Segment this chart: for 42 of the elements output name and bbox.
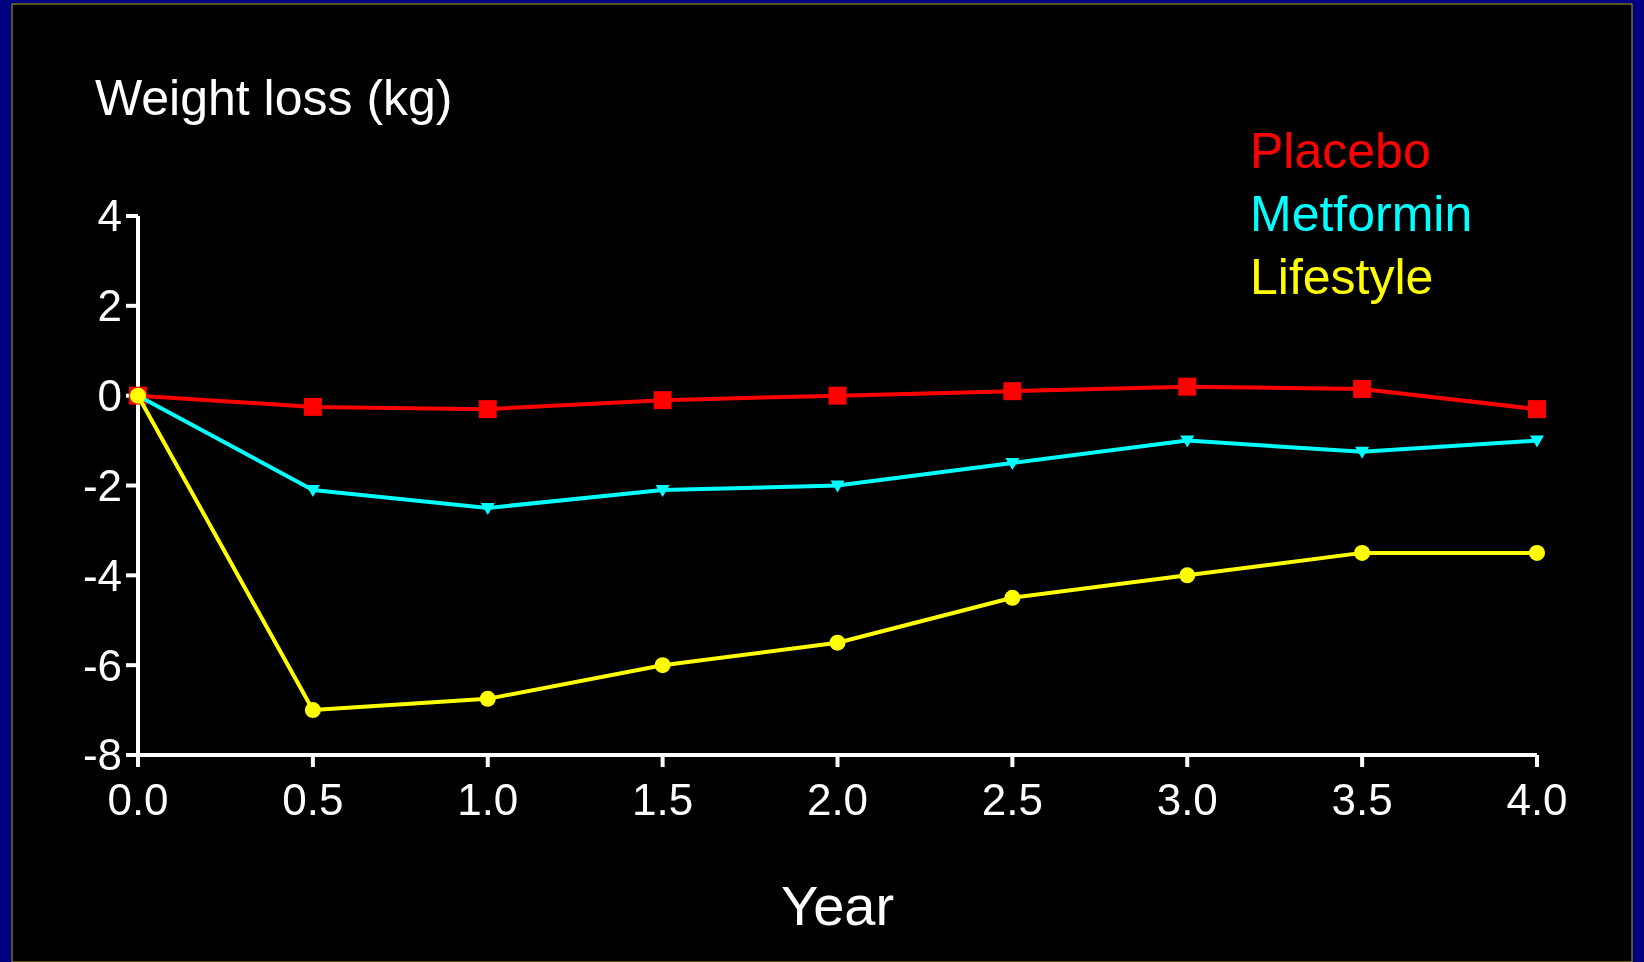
point [478,400,497,419]
y-tick-label: 4 [97,191,122,241]
x-tick-label: 2.5 [981,775,1043,824]
point [1353,379,1372,398]
point [303,397,322,416]
y-tick-label: 2 [97,281,122,331]
y-tick-label: 0 [97,371,122,421]
x-tick-label: 1.5 [632,775,694,824]
x-tick-label: 4.0 [1506,775,1568,824]
point [1354,544,1371,561]
y-tick-label: -4 [82,550,122,600]
point [655,484,670,497]
point [828,386,847,405]
point [1355,446,1370,459]
point [1180,435,1195,448]
x-axis-title: Year [780,874,895,937]
point [304,702,321,719]
point [1179,567,1196,584]
point [1003,382,1022,401]
point [654,657,671,674]
y-tick-label: -2 [82,460,122,510]
text: Placebo [1250,122,1431,179]
point [479,690,496,707]
point [1178,377,1197,396]
x-tick-label: 1.0 [457,775,519,824]
point [480,502,495,515]
text: Lifestyle [1250,248,1434,305]
point [1005,458,1020,471]
x-tick-label: 2.0 [806,775,869,824]
text: Metformin [1250,185,1473,242]
point [1530,435,1544,448]
point [1528,400,1546,419]
point [653,391,672,410]
x-tick-label: 0.5 [282,775,344,824]
point [1004,589,1021,606]
y-tick-label: -6 [82,640,122,690]
point [829,634,846,651]
x-tick-label: 3.0 [1156,775,1218,824]
point [1529,544,1545,561]
point [830,480,845,493]
x-tick-label: 3.5 [1331,775,1393,824]
y-axis-title: Weight loss (kg) [95,70,453,126]
